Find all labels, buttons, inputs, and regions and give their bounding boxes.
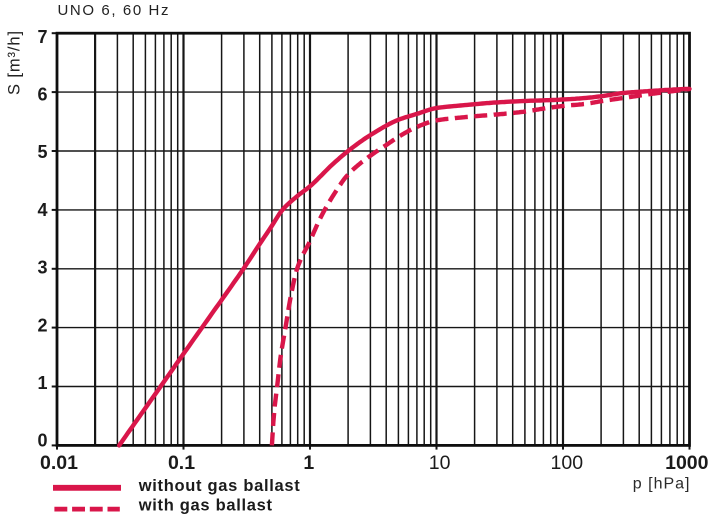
svg-text:100: 100 [551, 452, 584, 474]
svg-text:4: 4 [37, 200, 47, 220]
svg-text:2: 2 [37, 315, 47, 335]
svg-text:1000: 1000 [665, 452, 709, 474]
svg-text:7: 7 [37, 27, 47, 47]
svg-text:10: 10 [429, 452, 451, 474]
svg-text:0: 0 [37, 431, 47, 451]
svg-text:1: 1 [303, 452, 314, 474]
svg-text:without gas ballast: without gas ballast [138, 477, 301, 495]
svg-text:0.1: 0.1 [168, 452, 195, 474]
svg-text:1: 1 [37, 373, 47, 393]
svg-text:S [m³/h]: S [m³/h] [6, 30, 24, 95]
svg-text:0.01: 0.01 [40, 452, 78, 474]
svg-text:5: 5 [37, 142, 47, 162]
svg-text:with gas ballast: with gas ballast [138, 497, 273, 515]
svg-text:6: 6 [37, 85, 47, 105]
svg-text:p [hPa]: p [hPa] [633, 476, 691, 493]
svg-text:UNO 6, 60 Hz: UNO 6, 60 Hz [58, 2, 171, 19]
svg-text:3: 3 [37, 258, 47, 278]
